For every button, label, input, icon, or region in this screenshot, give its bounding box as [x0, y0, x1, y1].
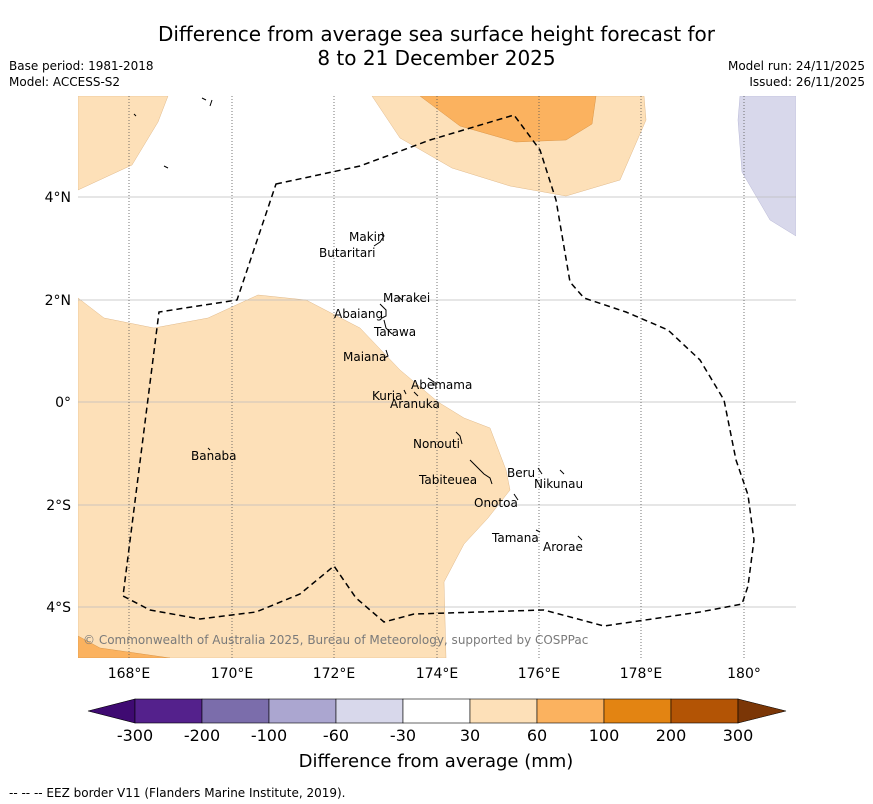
- lon-axis-labels: 168°E 170°E 172°E 174°E 176°E 178°E 180°: [108, 666, 761, 682]
- island-arorae: [577, 535, 583, 541]
- island-abaiang: [379, 303, 387, 319]
- colorbar-cell-7: [536, 698, 605, 724]
- colorbar-extend-low: [87, 698, 136, 724]
- base-period: Base period: 1981-2018: [9, 59, 154, 73]
- cbar-tick-m60: -60: [323, 726, 349, 745]
- lat-label-2s: 2°S: [46, 498, 71, 514]
- cbar-tick-m100: -100: [251, 726, 287, 745]
- island-tabiteuea: [469, 459, 493, 485]
- colorbar: -300 -200 -100 -60 -30 30 60 100 200 300…: [87, 698, 787, 772]
- grid-lines: [78, 96, 796, 658]
- island-banaba: [207, 447, 211, 451]
- islands: [133, 97, 583, 541]
- label-onotoa: Onotoa: [474, 496, 518, 510]
- colorbar-cell-5: [402, 698, 471, 724]
- island-nonouti: [455, 431, 463, 445]
- chart-title: Difference from average sea surface heig…: [0, 22, 873, 70]
- meta-right: Model run: 24/11/2025 Issued: 26/11/2025: [728, 58, 865, 90]
- title-line-1: Difference from average sea surface heig…: [157, 22, 716, 46]
- meta-left: Base period: 1981-2018 Model: ACCESS-S2: [9, 58, 154, 90]
- label-arorae: Arorae: [543, 540, 583, 554]
- cbar-tick-30: 30: [460, 726, 480, 745]
- cbar-tick-300: 300: [723, 726, 754, 745]
- label-makin: Makin: [349, 230, 385, 244]
- lon-label-180: 180°: [727, 666, 761, 682]
- label-beru: Beru: [507, 466, 535, 480]
- colorbar-cells: [87, 698, 787, 724]
- island-beru: [537, 467, 543, 475]
- colorbar-cell-6: [469, 698, 538, 724]
- colorbar-cell-3: [268, 698, 337, 724]
- island-top-left-3: [133, 113, 137, 117]
- lat-label-0: 0°: [55, 395, 71, 411]
- colorbar-extend-high: [737, 698, 787, 724]
- label-nonouti: Nonouti: [413, 437, 460, 451]
- colorbar-ticks: -300 -200 -100 -60 -30 30 60 100 200 300: [117, 726, 753, 745]
- label-butaritari: Butaritari: [319, 246, 376, 260]
- island-nikunau: [559, 469, 565, 475]
- label-kuria: Kuria: [372, 389, 403, 403]
- anomaly-region-top-center-core: [419, 96, 597, 143]
- lon-label-170: 170°E: [211, 666, 254, 682]
- map-area: Makin Butaritari Marakei Abaiang Tarawa …: [78, 96, 796, 658]
- island-tamana: [535, 529, 541, 533]
- island-onotoa: [513, 493, 519, 501]
- anomaly-region-top-left: [78, 96, 169, 191]
- lat-axis-labels: 4°N 2°N 0° 2°S 4°S: [45, 190, 72, 616]
- lon-label-176: 176°E: [518, 666, 561, 682]
- title-line-2: 8 to 21 December 2025: [317, 46, 556, 70]
- cbar-tick-m300: -300: [117, 726, 153, 745]
- colorbar-cell-4: [335, 698, 404, 724]
- island-kuria: [403, 389, 407, 395]
- cbar-tick-100: 100: [589, 726, 620, 745]
- anomaly-region-main: [78, 294, 511, 658]
- label-tabiteuea: Tabiteuea: [418, 473, 477, 487]
- footnote: -- -- -- EEZ border V11 (Flanders Marine…: [9, 786, 346, 800]
- island-maiana: [383, 349, 389, 359]
- lon-label-174: 174°E: [416, 666, 459, 682]
- copyright-notice: © Commonwealth of Australia 2025, Bureau…: [83, 633, 588, 647]
- cbar-tick-200: 200: [656, 726, 687, 745]
- model-run: Model run: 24/11/2025: [727, 59, 865, 73]
- lat-label-4s: 4°S: [46, 600, 71, 616]
- label-abemama: Abemama: [411, 378, 472, 392]
- anomaly-region-bottom-left: [78, 635, 171, 658]
- label-tarawa: Tarawa: [373, 325, 416, 339]
- cbar-tick-m200: -200: [184, 726, 220, 745]
- issued-date: Issued: 26/11/2025: [749, 75, 865, 89]
- island-top-left: [201, 97, 213, 107]
- island-abemama: [427, 377, 435, 386]
- place-labels: Makin Butaritari Marakei Abaiang Tarawa …: [191, 230, 583, 554]
- label-aranuka: Aranuka: [390, 397, 440, 411]
- label-banaba: Banaba: [191, 449, 237, 463]
- island-top-left-2: [163, 165, 169, 169]
- lat-label-4n: 4°N: [45, 190, 71, 206]
- island-tarawa: [383, 319, 393, 335]
- colorbar-cell-1: [134, 698, 203, 724]
- colorbar-cell-8: [603, 698, 672, 724]
- label-abaiang: Abaiang: [334, 307, 383, 321]
- lon-label-178: 178°E: [620, 666, 663, 682]
- colorbar-cell-9: [670, 698, 739, 724]
- eez-border: [122, 114, 755, 627]
- label-maiana: Maiana: [343, 350, 386, 364]
- cbar-tick-60: 60: [527, 726, 547, 745]
- label-tamana: Tamana: [491, 531, 539, 545]
- label-nikunau: Nikunau: [534, 477, 583, 491]
- lon-label-172: 172°E: [313, 666, 356, 682]
- colorbar-title: Difference from average (mm): [299, 751, 574, 772]
- label-marakei: Marakei: [383, 291, 430, 305]
- cbar-tick-m30: -30: [390, 726, 416, 745]
- lat-label-2n: 2°N: [45, 293, 71, 309]
- island-butaritari-makin: [373, 231, 385, 247]
- model-name: Model: ACCESS-S2: [9, 75, 121, 89]
- anomaly-region-top-right: [737, 96, 796, 237]
- island-marakei: [397, 295, 403, 301]
- lon-label-168: 168°E: [108, 666, 151, 682]
- colorbar-cell-2: [201, 698, 270, 724]
- island-aranuka: [413, 391, 419, 397]
